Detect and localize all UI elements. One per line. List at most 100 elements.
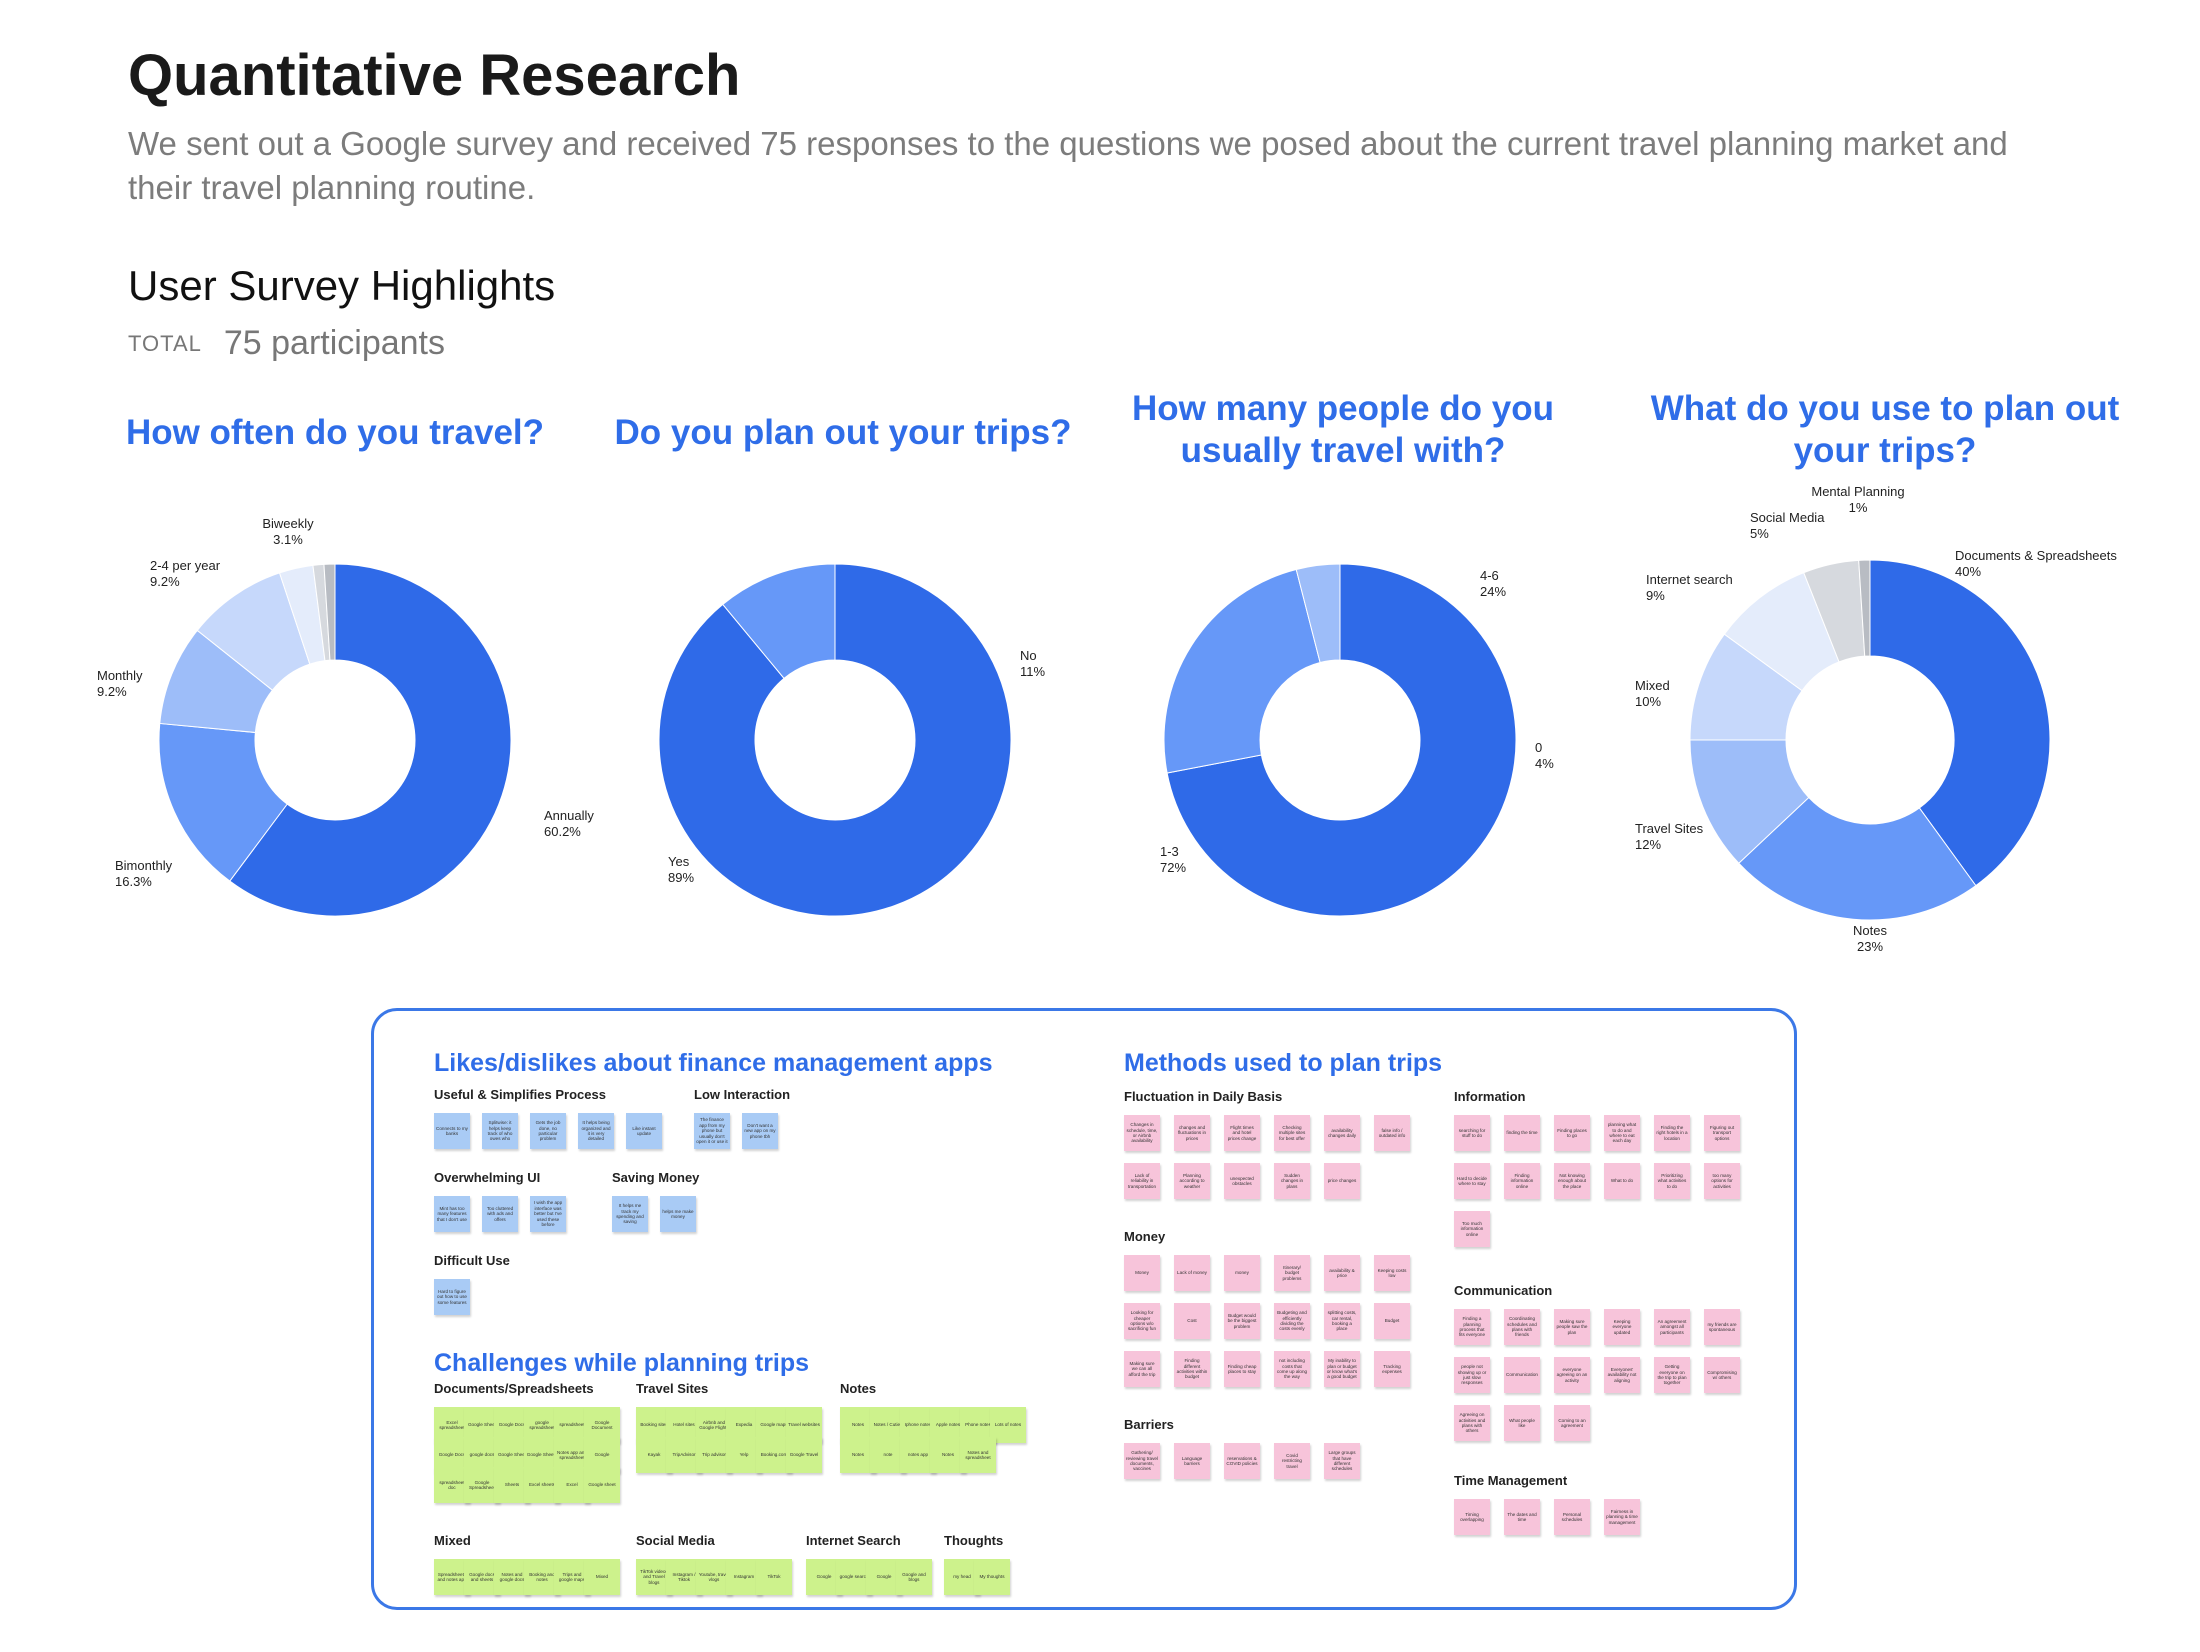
slice-label: Social Media 5% — [1750, 510, 1825, 541]
sticky-note: Connects to my banks — [434, 1113, 470, 1149]
slice-mental-planning — [1858, 559, 1871, 657]
sticky-note: Personal schedules — [1554, 1499, 1590, 1535]
group-title-thoughts: Thoughts — [944, 1533, 1004, 1548]
sticky-note: Lack of reliability in transportation — [1124, 1163, 1160, 1199]
slice-documents-spreadsheets — [1869, 559, 2051, 887]
slice-label: Biweekly 3.1% — [262, 516, 314, 547]
sticky-note: not including costs that come up along t… — [1274, 1351, 1310, 1387]
sticky-note: Finding information online — [1504, 1163, 1540, 1199]
sticky-note: What people like — [1504, 1405, 1540, 1441]
sticky-note: Lots of notes — [990, 1407, 1026, 1443]
sticky-note: Planning according to weather — [1174, 1163, 1210, 1199]
sticky-note: Notes and spreadsheet — [960, 1437, 996, 1473]
sticky-note: Cost — [1174, 1303, 1210, 1339]
slice-label: Mental Planning 1% — [1811, 484, 1904, 515]
sticky-note: Google Travel — [786, 1437, 822, 1473]
affinity-board: Likes/dislikes about finance management … — [371, 1008, 1797, 1610]
group-title-barriers: Barriers — [1124, 1417, 1174, 1432]
sticky-note: Prioritizing what activities to do — [1654, 1163, 1690, 1199]
sticky-note: Agreeing on activities and plans with ot… — [1454, 1405, 1490, 1441]
group-title-overwhelming: Overwhelming UI — [434, 1170, 541, 1185]
sticky-note: Keeping costs low — [1374, 1255, 1410, 1291]
sticky-note: Fairness in planning & time management — [1604, 1499, 1640, 1535]
group-title-documents: Documents/Spreadsheets — [434, 1381, 594, 1396]
sticky-note: people not showing up or just slow respo… — [1454, 1357, 1490, 1393]
slice-label: Yes 89% — [668, 854, 694, 885]
sticky-note: price changes — [1324, 1163, 1360, 1199]
total-label: TOTAL — [128, 330, 202, 356]
slice-no — [722, 563, 836, 680]
slice-label: Mixed 10% — [1635, 678, 1670, 709]
group-title-mixed: Mixed — [434, 1533, 471, 1548]
sticky-note: availability changes daily — [1324, 1115, 1360, 1151]
sticky-note: Splitwise: it helps keep track of who ow… — [482, 1113, 518, 1149]
sticky-note: availability & price — [1324, 1255, 1360, 1291]
sticky-note: reservations & COVID policies — [1224, 1443, 1260, 1479]
sticky-note: Itinerary/ budget problems — [1274, 1255, 1310, 1291]
group-title-useful: Useful & Simplifies Process — [434, 1087, 606, 1102]
sticky-note: Hard to figure out how to use some featu… — [434, 1279, 470, 1315]
group-title-information: Information — [1454, 1089, 1526, 1104]
slice-label: Monthly 9.2% — [97, 668, 143, 699]
sticky-note: Changes in schedule, time, or Airbnb ava… — [1124, 1115, 1160, 1151]
sticky-note: Coming to an agreement — [1554, 1405, 1590, 1441]
group-title-notes: Notes — [840, 1381, 877, 1396]
section-title: User Survey Highlights — [128, 262, 556, 309]
sticky-note: Making sure people saw the plan — [1554, 1309, 1590, 1345]
slice-label: Documents & Spreadsheets 40% — [1955, 548, 2117, 579]
sticky-note: Google sheet — [584, 1467, 620, 1503]
sticky-note: Compromising w/ others — [1704, 1357, 1740, 1393]
group-title-internet-search: Internet Search — [806, 1533, 901, 1548]
sticky-note: Money — [1124, 1255, 1160, 1291]
sticky-note: What to do — [1604, 1163, 1640, 1199]
question-travel-frequency: How often do you travel? — [125, 413, 545, 452]
sticky-note: Mixed — [584, 1559, 620, 1595]
slice-label: 2-4 per year 9.2% — [150, 558, 221, 589]
group-title-low-interaction: Low Interaction — [694, 1087, 791, 1102]
slice-4-6 — [1163, 568, 1321, 774]
group-title-money: Money — [1124, 1229, 1166, 1244]
sticky-note: Making sure we can all afford the trip — [1124, 1351, 1160, 1387]
sticky-note: The dates and time — [1504, 1499, 1540, 1535]
sticky-note: finding the time — [1504, 1115, 1540, 1151]
sticky-note: Gathering/ reviewing travel documents, v… — [1124, 1443, 1160, 1479]
question-travel-companions: How many people do you usually travel wi… — [1132, 389, 1554, 470]
group-title-travel-sites: Travel Sites — [636, 1381, 709, 1396]
sticky-note: TikTok — [756, 1559, 792, 1595]
slice-annually — [229, 563, 512, 917]
slice-label: 4-6 24% — [1480, 568, 1506, 599]
slice-notes — [1738, 796, 1977, 921]
sticky-note: My thoughts — [974, 1559, 1010, 1595]
sticky-note: Google and blogs — [896, 1559, 932, 1595]
page-title: Quantitative Research — [128, 43, 741, 108]
sticky-note: Gets the job done, no particular problem — [530, 1113, 566, 1149]
sticky-note: planning what to do and where to eat eac… — [1604, 1115, 1640, 1151]
sticky-note: Not knowing enough about the place — [1554, 1163, 1590, 1199]
sticky-note: Getting everyone on the trip to plan tog… — [1654, 1357, 1690, 1393]
sticky-note: Budgeting and efficiently dividing the c… — [1274, 1303, 1310, 1339]
slice-label: No 11% — [1020, 648, 1045, 679]
slice-label: Notes 23% — [1853, 923, 1887, 954]
sticky-note: Too much information online — [1454, 1211, 1490, 1247]
sticky-note: Looking for cheaper options w/o sacrific… — [1124, 1303, 1160, 1339]
slice-label: 0 4% — [1535, 740, 1554, 771]
sticky-note: everyone agreeing on an activity — [1554, 1357, 1590, 1393]
sticky-note: searching for stuff to do — [1454, 1115, 1490, 1151]
question-planning-tools: What do you use to plan out your trips? — [1650, 389, 2120, 470]
sticky-note: Timing overlapping — [1454, 1499, 1490, 1535]
sticky-note: Keeping everyone updated — [1604, 1309, 1640, 1345]
sticky-note: Finding different activities within budg… — [1174, 1351, 1210, 1387]
sticky-note: Tracking expenses — [1374, 1351, 1410, 1387]
sticky-note: Covid restricting travel — [1274, 1443, 1310, 1479]
slice-label: Bimonthly 16.3% — [115, 858, 173, 889]
question-plan-trips: Do you plan out your trips? — [614, 413, 1072, 452]
sticky-note: helps me make money — [660, 1196, 696, 1232]
sticky-note: Communication — [1504, 1357, 1540, 1393]
slice-0 — [1295, 563, 1341, 664]
methods-title: Methods used to plan trips — [1124, 1049, 1443, 1077]
total-participants: TOTAL 75 participants — [128, 324, 445, 363]
sticky-note: My inability to plan or budget or know w… — [1324, 1351, 1360, 1387]
sticky-note: my friends are spontaneous — [1704, 1309, 1740, 1345]
slice-label: Internet search 9% — [1646, 572, 1733, 603]
sticky-note: I wish the app interface was better but … — [530, 1196, 566, 1232]
